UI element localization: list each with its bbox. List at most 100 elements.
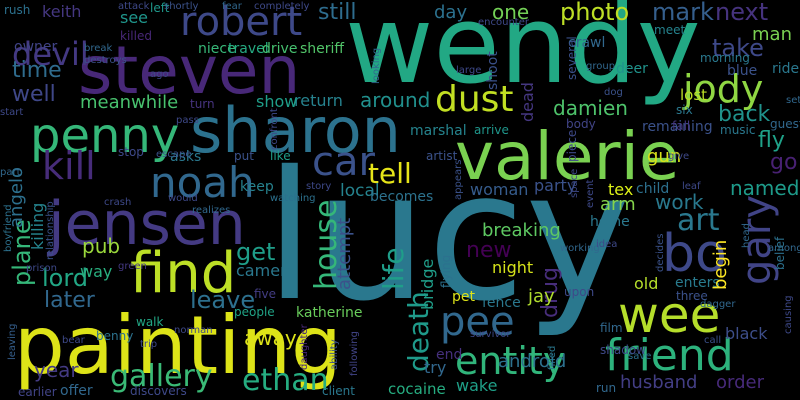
word: time (12, 58, 62, 83)
word: six (676, 103, 693, 117)
word: valerie (455, 118, 680, 195)
word: asks (170, 149, 202, 165)
word: see (120, 8, 149, 27)
word: life (377, 247, 410, 290)
word: save (628, 351, 652, 362)
word: work (655, 190, 704, 214)
word: enters (675, 275, 720, 291)
word: watching (270, 193, 316, 204)
word: encounter (478, 17, 529, 28)
word: return (294, 91, 343, 110)
word: party (534, 176, 577, 195)
word: noah (150, 158, 255, 207)
word: bear (62, 335, 85, 346)
word: upon (564, 285, 595, 299)
word: morning (700, 51, 750, 65)
word: attack (118, 1, 150, 12)
word: drive (262, 41, 298, 57)
word: fear (222, 1, 242, 12)
word: jay (528, 286, 555, 307)
word: crawl (568, 35, 606, 51)
word: owner (14, 39, 58, 55)
word: following (349, 331, 360, 376)
word: fall (672, 119, 691, 133)
word: camera (236, 261, 297, 280)
word: marshal (410, 123, 467, 139)
word: several (565, 36, 579, 80)
word: katherine (296, 305, 363, 321)
word: decides (655, 233, 666, 273)
word: fence (482, 295, 521, 311)
word: old (634, 274, 659, 293)
word: leaving (7, 323, 18, 360)
word: around (360, 88, 431, 112)
word: green (118, 261, 147, 272)
word: offer (60, 383, 93, 399)
word: give (668, 151, 690, 162)
word: gallery (110, 359, 213, 394)
word: pass (176, 115, 199, 126)
word: looking (371, 47, 382, 84)
word: three (676, 289, 708, 303)
word: story (306, 181, 332, 192)
word: killing (28, 202, 47, 250)
word: group (586, 61, 616, 72)
word: relationship (45, 201, 56, 260)
word: five (254, 287, 277, 301)
word: put (234, 149, 254, 163)
word: ride (772, 61, 800, 77)
word: daughter (299, 324, 310, 370)
word: client (322, 384, 355, 398)
word: leave (190, 286, 256, 314)
word: filled (547, 345, 558, 370)
word: sharon (190, 94, 401, 167)
word: kill (42, 144, 96, 188)
word: cocaine (388, 380, 446, 398)
word: robert (180, 0, 303, 45)
word: ability (329, 339, 340, 370)
word: one (492, 0, 530, 24)
word: away (244, 326, 297, 350)
word: husband (620, 372, 698, 393)
word: meanwhile (80, 92, 179, 113)
word: damien (553, 96, 628, 120)
word: photo (560, 0, 630, 26)
word: dagger (700, 299, 736, 310)
word: wee (618, 286, 721, 344)
word: film (600, 321, 623, 335)
word: car (312, 139, 375, 185)
word: becomes (370, 189, 434, 205)
word: body (566, 117, 596, 131)
word: get (236, 238, 276, 266)
word: keith (42, 2, 82, 21)
word: part (0, 167, 21, 178)
word: working (560, 243, 600, 254)
word: large (456, 65, 482, 76)
word: take (712, 34, 764, 62)
word: dust (435, 79, 514, 120)
word: piece (565, 129, 579, 162)
word: guest (770, 117, 800, 131)
word: home (590, 214, 630, 230)
word: walk (136, 315, 164, 329)
word: fly (758, 128, 785, 153)
word: survivor (470, 329, 511, 340)
word: lord (42, 264, 89, 292)
word: black (725, 324, 768, 343)
word: space (569, 168, 580, 198)
word: run (596, 381, 617, 395)
word: dead (518, 82, 537, 122)
word: start (0, 107, 24, 118)
word: android (498, 351, 567, 372)
word: causing (783, 295, 794, 334)
word: music (720, 123, 756, 137)
word: friend (605, 330, 734, 381)
word: trip (140, 339, 158, 350)
word: like (270, 149, 291, 163)
word: confront (269, 108, 280, 150)
word: show (256, 92, 298, 111)
word: travel (228, 41, 269, 57)
word: bridge (418, 258, 437, 310)
word: norman (174, 325, 213, 336)
